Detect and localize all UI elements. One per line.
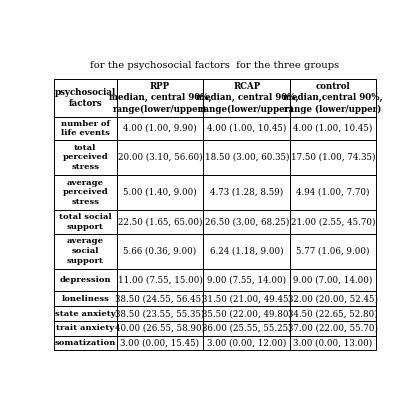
Bar (54, 210, 117, 234)
Bar (204, 210, 291, 234)
Bar (54, 269, 117, 292)
Bar (204, 140, 291, 175)
Bar (54, 117, 117, 140)
Text: 11.00 (7.55, 15.00): 11.00 (7.55, 15.00) (117, 276, 202, 285)
Bar (54, 79, 117, 117)
Text: 37.00 (22.00, 55.70): 37.00 (22.00, 55.70) (288, 324, 378, 333)
Text: 22.50 (1.65, 65.00): 22.50 (1.65, 65.00) (118, 218, 202, 226)
Bar (54, 292, 117, 306)
Bar (204, 234, 291, 269)
Bar (117, 79, 204, 117)
Text: 20.00 (3.10, 56.60): 20.00 (3.10, 56.60) (118, 153, 202, 162)
Text: 5.66 (0.36, 9.00): 5.66 (0.36, 9.00) (123, 247, 196, 256)
Text: 9.00 (7.00, 14.00): 9.00 (7.00, 14.00) (293, 276, 372, 285)
Text: 34.50 (22.65, 52.80): 34.50 (22.65, 52.80) (288, 309, 378, 318)
Text: average
social
support: average social support (67, 237, 104, 265)
Bar (204, 117, 291, 140)
Text: RCAP
median, central 90%,
range(lower/upper): RCAP median, central 90%, range(lower/up… (196, 82, 298, 114)
Text: loneliness: loneliness (61, 295, 109, 303)
Text: psychosocial
factors: psychosocial factors (55, 88, 116, 108)
Text: 18.50 (3.00, 60.35): 18.50 (3.00, 60.35) (205, 153, 289, 162)
Bar (291, 321, 375, 336)
Text: 17.50 (1.00, 74.35): 17.50 (1.00, 74.35) (291, 153, 375, 162)
Bar (291, 210, 375, 234)
Text: 4.94 (1.00, 7.70): 4.94 (1.00, 7.70) (296, 188, 370, 197)
Text: RPP
median, central 90%,
range(lower/upper): RPP median, central 90%, range(lower/upp… (109, 82, 212, 114)
Text: 4.73 (1.28, 8.59): 4.73 (1.28, 8.59) (210, 188, 283, 197)
Bar (291, 79, 375, 117)
Text: 9.00 (7.55, 14.00): 9.00 (7.55, 14.00) (207, 276, 286, 285)
Bar (54, 234, 117, 269)
Bar (204, 79, 291, 117)
Bar (117, 117, 204, 140)
Bar (291, 140, 375, 175)
Text: 5.00 (1.40, 9.00): 5.00 (1.40, 9.00) (123, 188, 197, 197)
Text: 5.77 (1.06, 9.00): 5.77 (1.06, 9.00) (296, 247, 370, 256)
Text: state anxiety: state anxiety (55, 309, 115, 318)
Text: trait anxiety: trait anxiety (56, 324, 114, 332)
Bar (291, 175, 375, 210)
Bar (291, 336, 375, 350)
Text: 26.50 (3.00, 68.25): 26.50 (3.00, 68.25) (205, 218, 289, 226)
Text: 4.00 (1.00, 9.90): 4.00 (1.00, 9.90) (123, 124, 197, 133)
Bar (204, 175, 291, 210)
Bar (204, 306, 291, 321)
Bar (117, 306, 204, 321)
Bar (117, 234, 204, 269)
Bar (117, 321, 204, 336)
Text: for the psychosocial factors  for the three groups: for the psychosocial factors for the thr… (90, 61, 339, 70)
Bar (117, 292, 204, 306)
Text: 38.50 (24.55, 56.45): 38.50 (24.55, 56.45) (115, 294, 205, 303)
Bar (54, 321, 117, 336)
Bar (54, 175, 117, 210)
Text: 4.00 (1.00, 10.45): 4.00 (1.00, 10.45) (207, 124, 287, 133)
Text: total
perceived
stress: total perceived stress (62, 143, 108, 171)
Text: 35.50 (22.00, 49.80): 35.50 (22.00, 49.80) (202, 309, 292, 318)
Bar (54, 336, 117, 350)
Text: 40.00 (26.55, 58.90): 40.00 (26.55, 58.90) (115, 324, 205, 333)
Text: 3.00 (0.00, 13.00): 3.00 (0.00, 13.00) (293, 339, 372, 347)
Text: 38.50 (23.55, 55.35): 38.50 (23.55, 55.35) (115, 309, 205, 318)
Bar (54, 140, 117, 175)
Bar (291, 292, 375, 306)
Text: total social
support: total social support (59, 213, 112, 231)
Bar (291, 117, 375, 140)
Bar (291, 234, 375, 269)
Text: number of
life events: number of life events (61, 119, 110, 137)
Text: 31.50 (21.00, 49.45): 31.50 (21.00, 49.45) (202, 294, 292, 303)
Bar (54, 306, 117, 321)
Bar (291, 269, 375, 292)
Text: 32.00 (20.00, 52.45): 32.00 (20.00, 52.45) (288, 294, 378, 303)
Text: 3.00 (0.00, 12.00): 3.00 (0.00, 12.00) (207, 339, 287, 347)
Bar (117, 175, 204, 210)
Bar (117, 269, 204, 292)
Bar (204, 269, 291, 292)
Bar (204, 292, 291, 306)
Bar (117, 210, 204, 234)
Text: average
perceived
stress: average perceived stress (62, 179, 108, 206)
Text: 3.00 (0.00, 15.45): 3.00 (0.00, 15.45) (120, 339, 199, 347)
Text: 21.00 (2.55, 45.70): 21.00 (2.55, 45.70) (291, 218, 375, 226)
Text: 4.00 (1.00, 10.45): 4.00 (1.00, 10.45) (293, 124, 372, 133)
Text: 6.24 (1.18, 9.00): 6.24 (1.18, 9.00) (210, 247, 284, 256)
Text: control
median,central 90%,
range (lower/upper): control median,central 90%, range (lower… (283, 82, 383, 114)
Text: 36.00 (25.55, 55.25): 36.00 (25.55, 55.25) (202, 324, 292, 333)
Bar (204, 321, 291, 336)
Text: depression: depression (59, 276, 111, 284)
Bar (291, 306, 375, 321)
Bar (117, 140, 204, 175)
Bar (204, 336, 291, 350)
Text: somatization: somatization (54, 339, 116, 347)
Bar (117, 336, 204, 350)
